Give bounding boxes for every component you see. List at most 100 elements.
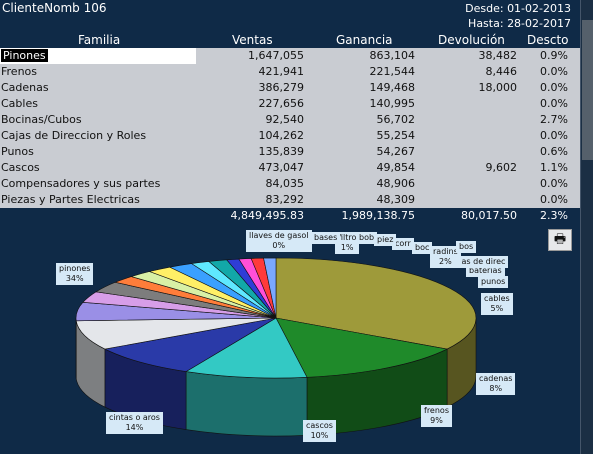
pie-label-text: frenos xyxy=(424,406,449,415)
cell-devolucion: 18,000 xyxy=(478,81,518,94)
scrollbar-thumb[interactable] xyxy=(582,20,593,160)
cell-familia: Cables xyxy=(1,97,38,110)
total-ganancia: 1,989,138.75 xyxy=(341,209,415,222)
table-row[interactable]: Pinones 1,647,055 863,104 38,482 0.9% xyxy=(0,48,580,64)
pie-label: cadenas 8% xyxy=(476,373,516,395)
pie-label-text: piez xyxy=(377,235,394,244)
col-devolucion[interactable]: Devolución xyxy=(438,33,505,47)
pie-label-text: cadenas xyxy=(479,374,513,383)
cell-ventas: 421,941 xyxy=(258,65,305,78)
table-row[interactable]: Frenos 421,941 221,544 8,446 0.0% xyxy=(0,64,580,80)
pie-side-cascos xyxy=(185,371,308,437)
pie-label: filtro 1% xyxy=(335,232,360,254)
cell-descto: 0.0% xyxy=(540,81,568,94)
table-row[interactable]: Compensadores y sus partes 84,035 48,906 0.… xyxy=(0,176,580,192)
data-table: Pinones 1,647,055 863,104 38,482 0.9% Frenos 4… xyxy=(0,48,580,208)
table-row[interactable]: Cables 227,656 140,995 0.0% xyxy=(0,96,580,112)
cell-devolucion: 8,446 xyxy=(485,65,518,78)
pie-label-text: cascos xyxy=(306,421,333,430)
table-row[interactable]: Cascos 473,047 49,854 9,602 1.1% xyxy=(0,160,580,176)
cell-ganancia: 221,544 xyxy=(369,65,416,78)
hasta-label: Hasta: xyxy=(468,17,504,30)
cell-familia: Frenos xyxy=(1,65,38,78)
cell-ventas: 84,035 xyxy=(265,177,305,190)
cell-ganancia: 55,254 xyxy=(376,129,416,142)
cell-ganancia: 48,906 xyxy=(376,177,416,190)
cell-ventas: 83,292 xyxy=(265,193,305,206)
pie-slice-cadenas xyxy=(75,317,277,350)
pie-label-pct: 14% xyxy=(125,423,144,432)
pie-label: punos xyxy=(478,276,509,288)
table-header: Familia Ventas Ganancia Devolución Desct… xyxy=(0,33,580,48)
pie-label: bos xyxy=(456,241,477,253)
cell-descto: 0.0% xyxy=(540,97,568,110)
vertical-scrollbar[interactable] xyxy=(580,0,593,454)
pie-label: radins 2% xyxy=(430,246,461,268)
cell-familia: Punos xyxy=(1,145,34,158)
table-row[interactable]: Bocinas/Cubos 92,540 56,702 2.7% xyxy=(0,112,580,128)
cell-descto: 0.6% xyxy=(540,145,568,158)
pie-label: cables 5% xyxy=(481,293,513,315)
col-descto[interactable]: Descto xyxy=(527,33,569,47)
pie-label-pct: 9% xyxy=(430,416,443,425)
pie-label-text: pinones xyxy=(59,264,91,273)
pie-label-text: llaves de gasol xyxy=(249,231,309,240)
table-row[interactable]: Cadenas 386,279 149,468 18,000 0.0% xyxy=(0,80,580,96)
pie-label-pct: 0% xyxy=(272,241,286,250)
pie-label-text: corr xyxy=(395,239,411,248)
title-bar: ClienteNomb 106 Desde: 01-02-2013 Hasta:… xyxy=(0,0,593,33)
cell-ganancia: 149,468 xyxy=(369,81,416,94)
pie-label: frenos 9% xyxy=(421,405,452,427)
pie-label: cascos 10% xyxy=(303,420,336,442)
cell-ventas: 1,647,055 xyxy=(248,49,304,62)
desde-value: 01-02-2013 xyxy=(507,2,571,15)
pie-label-pct: 1% xyxy=(340,243,354,252)
cell-descto: 0.0% xyxy=(540,129,568,142)
cell-descto: 0.9% xyxy=(540,49,568,62)
cell-ventas: 92,540 xyxy=(265,113,305,126)
pie-label: llaves de gasol 0% xyxy=(246,230,312,252)
cell-ventas: 135,839 xyxy=(258,145,305,158)
col-ventas[interactable]: Ventas xyxy=(232,33,273,47)
pie-label-text: cintas o aros xyxy=(109,413,160,422)
cell-descto: 0.0% xyxy=(540,193,568,206)
cell-ventas: 227,656 xyxy=(258,97,305,110)
total-devolucion: 80,017.50 xyxy=(461,209,517,222)
cell-familia: Pinones xyxy=(1,49,48,62)
cell-ganancia: 49,854 xyxy=(376,161,416,174)
totals-row: 4,849,495.83 1,989,138.75 80,017.50 2.3% xyxy=(0,208,580,224)
pie-label-text: bases xyxy=(314,233,338,242)
cell-ventas: 104,262 xyxy=(258,129,305,142)
pie-slice-frenos xyxy=(103,317,277,372)
table-row[interactable]: Cajas de Direccion y Roles 104,262 55,254 0… xyxy=(0,128,580,144)
cell-ganancia: 56,702 xyxy=(376,113,416,126)
pie-label: baterias xyxy=(466,265,505,277)
pie-label-text: cajas de direc xyxy=(450,257,506,266)
cell-descto: 0.0% xyxy=(540,177,568,190)
cell-devolucion: 38,482 xyxy=(478,49,518,62)
cell-descto: 1.1% xyxy=(540,161,568,174)
pie-slice-pinones xyxy=(275,257,477,350)
cell-familia: Cajas de Direccion y Roles xyxy=(1,129,147,142)
cell-ganancia: 863,104 xyxy=(369,49,416,62)
pie-label: boc xyxy=(412,242,433,254)
cell-familia: Piezas y Partes Electricas xyxy=(1,193,140,206)
cell-ventas: 473,047 xyxy=(258,161,305,174)
printer-icon[interactable]: 🖶 xyxy=(548,229,572,251)
pie-slice-cascos xyxy=(185,317,308,379)
col-familia[interactable]: Familia xyxy=(78,33,121,47)
pie-label: pinones 34% xyxy=(56,263,94,285)
client-title: ClienteNomb 106 xyxy=(2,1,107,15)
pie-label-text: boc xyxy=(415,243,430,252)
date-range: Desde: 01-02-2013 Hasta: 28-02-2017 xyxy=(444,1,571,31)
table-row[interactable]: Punos 135,839 54,267 0.6% xyxy=(0,144,580,160)
table-row[interactable]: Piezas y Partes Electricas 83,292 48,309 0.… xyxy=(0,192,580,208)
pie-label-text: baterias xyxy=(469,266,502,275)
cell-familia: Bocinas/Cubos xyxy=(1,113,82,126)
pie-slice-cintas-o-aros xyxy=(275,317,449,378)
pie-label-text: filtro xyxy=(338,233,357,242)
col-ganancia[interactable]: Ganancia xyxy=(336,33,393,47)
pie-label: cajas de direc xyxy=(447,256,509,268)
cell-familia: Cadenas xyxy=(1,81,49,94)
